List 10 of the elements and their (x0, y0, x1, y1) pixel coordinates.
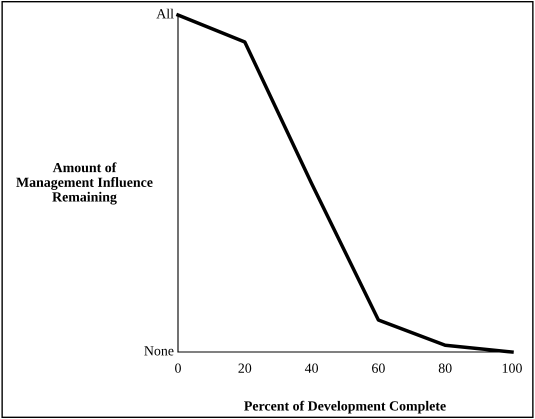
x-tick-label: 20 (238, 364, 252, 373)
y-axis-title: Amount of Management Influence Remaining (16, 162, 153, 205)
text: All (156, 8, 174, 18)
x-axis-title: Percent of Development Complete (244, 400, 446, 414)
text: None (144, 346, 174, 356)
x-tick-label: 100 (502, 364, 522, 373)
x-tick-label: 80 (438, 364, 452, 373)
x-tick-label: 40 (304, 364, 318, 373)
x-tick-label: 60 (372, 364, 385, 373)
x-tick-label: 0 (175, 364, 181, 373)
